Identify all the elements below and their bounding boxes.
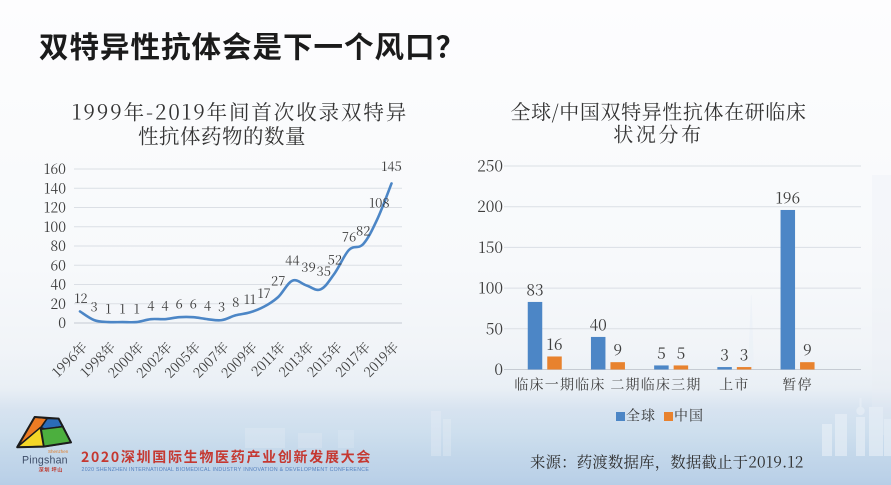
svg-text:17: 17 — [257, 283, 270, 302]
svg-text:20: 20 — [50, 294, 66, 314]
svg-text:12: 12 — [74, 288, 87, 307]
svg-text:9: 9 — [803, 339, 812, 361]
svg-text:全球/中国双特异性抗体在研临床: 全球/中国双特异性抗体在研临床 — [510, 96, 806, 125]
svg-text:40: 40 — [50, 275, 66, 295]
svg-text:5: 5 — [677, 342, 686, 364]
svg-text:临床一期: 临床一期 — [514, 375, 575, 395]
svg-text:中国: 中国 — [674, 406, 704, 426]
svg-text:250: 250 — [477, 155, 503, 177]
svg-text:性抗体药物的数量: 性抗体药物的数量 — [138, 120, 306, 150]
svg-text:52: 52 — [328, 249, 343, 268]
svg-text:8: 8 — [232, 292, 239, 311]
svg-text:60: 60 — [50, 255, 66, 275]
svg-text:100: 100 — [44, 217, 66, 237]
svg-text:4: 4 — [147, 296, 154, 315]
svg-text:100: 100 — [478, 277, 503, 299]
svg-text:9: 9 — [613, 339, 622, 361]
svg-text:1: 1 — [134, 299, 140, 318]
svg-text:76: 76 — [342, 226, 356, 245]
svg-text:3: 3 — [720, 344, 729, 366]
svg-text:2020 SHENZHEN INTERNATIONAL BI: 2020 SHENZHEN INTERNATIONAL BIOMEDICAL I… — [82, 467, 370, 473]
svg-text:11: 11 — [244, 289, 256, 308]
svg-text:140: 140 — [44, 178, 66, 198]
svg-text:6: 6 — [190, 294, 197, 313]
svg-text:暂停: 暂停 — [782, 375, 812, 395]
svg-text:全球: 全球 — [626, 406, 656, 426]
svg-text:深圳 坪山: 深圳 坪山 — [39, 466, 63, 474]
svg-text:16: 16 — [547, 333, 563, 355]
svg-text:4: 4 — [161, 296, 168, 315]
svg-text:145: 145 — [381, 156, 402, 175]
svg-text:0: 0 — [494, 358, 503, 380]
svg-text:2020深圳国际生物医药产业创新发展大会: 2020深圳国际生物医药产业创新发展大会 — [81, 447, 372, 467]
svg-text:196: 196 — [775, 186, 800, 208]
svg-text:6: 6 — [175, 294, 182, 313]
svg-text:82: 82 — [356, 221, 371, 240]
svg-text:1: 1 — [105, 299, 111, 318]
svg-text:状况分布: 状况分布 — [613, 119, 703, 148]
svg-text:27: 27 — [271, 271, 285, 290]
svg-text:临床 二期: 临床 二期 — [575, 375, 641, 395]
svg-text:3: 3 — [740, 344, 749, 366]
svg-text:临床三期: 临床三期 — [641, 375, 702, 395]
svg-text:150: 150 — [478, 236, 503, 258]
svg-text:1999年-2019年间首次收录双特异: 1999年-2019年间首次收录双特异 — [72, 96, 408, 126]
svg-text:3: 3 — [218, 297, 225, 316]
svg-text:Shenzhen: Shenzhen — [48, 449, 69, 454]
svg-text:83: 83 — [526, 278, 543, 300]
svg-text:1: 1 — [119, 299, 125, 318]
svg-text:39: 39 — [301, 257, 316, 276]
svg-text:35: 35 — [316, 261, 331, 280]
svg-text:双特异性抗体会是下一个风口？: 双特异性抗体会是下一个风口？ — [39, 25, 466, 67]
svg-text:Pingshan: Pingshan — [22, 455, 68, 467]
svg-text:50: 50 — [486, 317, 503, 339]
svg-text:4: 4 — [204, 296, 211, 315]
svg-text:200: 200 — [477, 195, 503, 217]
svg-text:120: 120 — [44, 198, 66, 218]
svg-text:80: 80 — [50, 236, 66, 256]
svg-text:来源：药渡数据库，数据截止于2019.12: 来源：药渡数据库，数据截止于2019.12 — [530, 451, 804, 473]
svg-text:5: 5 — [657, 342, 666, 364]
svg-text:0: 0 — [58, 313, 66, 333]
svg-text:3: 3 — [91, 297, 98, 316]
svg-text:108: 108 — [369, 193, 390, 212]
svg-text:上市: 上市 — [719, 375, 749, 395]
svg-text:40: 40 — [590, 313, 607, 335]
svg-text:44: 44 — [285, 250, 299, 269]
svg-text:160: 160 — [44, 159, 66, 179]
